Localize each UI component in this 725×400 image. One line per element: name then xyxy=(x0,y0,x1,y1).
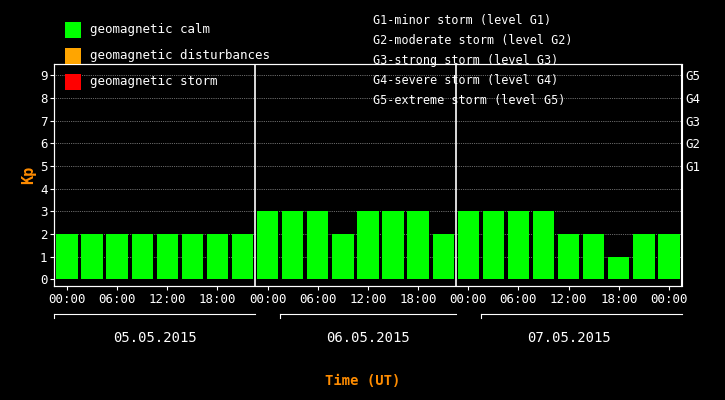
Bar xyxy=(182,234,203,279)
Text: 06.05.2015: 06.05.2015 xyxy=(326,331,410,345)
Bar xyxy=(433,234,454,279)
Bar xyxy=(131,234,153,279)
Bar xyxy=(232,234,253,279)
Bar xyxy=(457,211,479,279)
Text: G1-minor storm (level G1): G1-minor storm (level G1) xyxy=(373,14,552,27)
Text: G3-strong storm (level G3): G3-strong storm (level G3) xyxy=(373,54,559,67)
Text: 05.05.2015: 05.05.2015 xyxy=(113,331,196,345)
Bar xyxy=(558,234,579,279)
Text: G4-severe storm (level G4): G4-severe storm (level G4) xyxy=(373,74,559,87)
Y-axis label: Kp: Kp xyxy=(21,166,36,184)
Bar xyxy=(332,234,354,279)
Text: Time (UT): Time (UT) xyxy=(325,374,400,388)
Bar xyxy=(282,211,303,279)
Bar xyxy=(507,211,529,279)
Bar xyxy=(57,234,78,279)
Text: geomagnetic storm: geomagnetic storm xyxy=(90,76,218,88)
Bar xyxy=(207,234,228,279)
Bar xyxy=(382,211,404,279)
Bar xyxy=(658,234,679,279)
Text: 07.05.2015: 07.05.2015 xyxy=(527,331,610,345)
Text: G5-extreme storm (level G5): G5-extreme storm (level G5) xyxy=(373,94,566,107)
Text: G2-moderate storm (level G2): G2-moderate storm (level G2) xyxy=(373,34,573,47)
Bar xyxy=(357,211,378,279)
Bar xyxy=(257,211,278,279)
Bar xyxy=(483,211,504,279)
Bar xyxy=(583,234,605,279)
Bar xyxy=(307,211,328,279)
Bar xyxy=(633,234,655,279)
Bar xyxy=(533,211,554,279)
Bar xyxy=(407,211,428,279)
Bar xyxy=(157,234,178,279)
Bar xyxy=(107,234,128,279)
Bar xyxy=(81,234,103,279)
Bar xyxy=(608,256,629,279)
Text: geomagnetic calm: geomagnetic calm xyxy=(90,24,210,36)
Text: geomagnetic disturbances: geomagnetic disturbances xyxy=(90,50,270,62)
